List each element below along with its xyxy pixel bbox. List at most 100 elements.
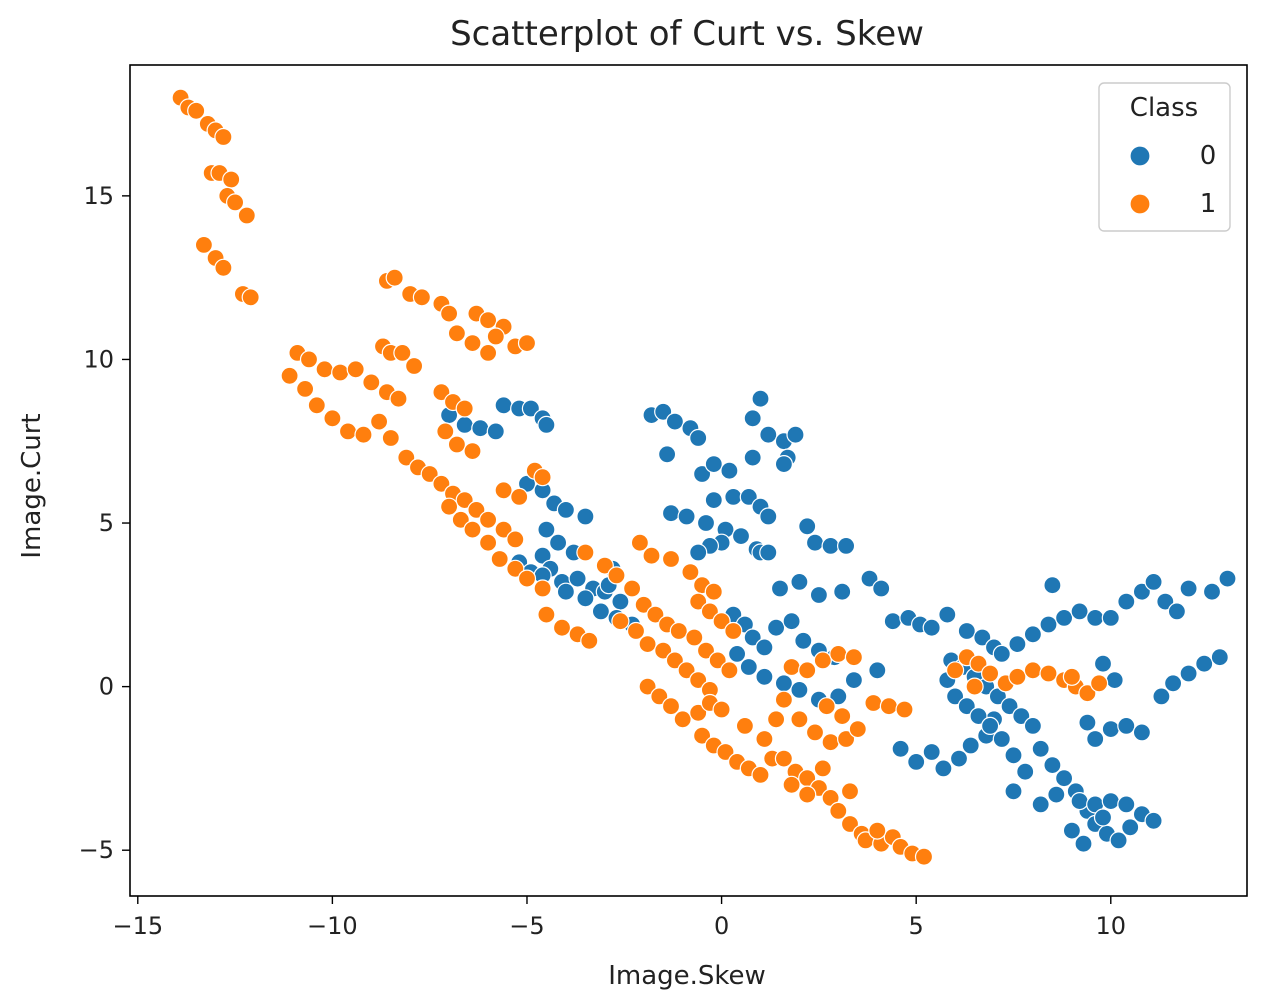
point-class-0 (1086, 608, 1105, 628)
point-class-1 (755, 729, 774, 749)
point-class-1 (720, 661, 739, 680)
point-class-0 (1117, 795, 1136, 814)
point-class-1 (895, 700, 914, 719)
point-class-0 (1195, 654, 1214, 673)
point-class-1 (463, 442, 482, 461)
point-class-1 (537, 605, 556, 624)
point-class-0 (766, 618, 786, 637)
point-class-1 (712, 612, 731, 631)
point-class-0 (938, 605, 957, 624)
point-class-1 (654, 641, 673, 660)
point-class-1 (315, 360, 334, 379)
point-class-1 (630, 533, 650, 552)
point-class-1 (1062, 667, 1082, 686)
point-class-1 (665, 651, 685, 670)
y-tick-label: 0 (99, 673, 114, 701)
point-class-0 (833, 582, 852, 601)
point-class-0 (755, 667, 774, 686)
point-class-1 (397, 448, 416, 467)
point-class-1 (533, 579, 552, 598)
point-class-0 (957, 697, 976, 716)
point-class-0 (1031, 795, 1050, 814)
point-class-1 (479, 343, 498, 362)
point-class-0 (739, 657, 758, 677)
point-class-1 (440, 497, 459, 516)
point-class-1 (646, 605, 665, 624)
point-class-1 (813, 651, 832, 670)
point-class-0 (755, 638, 774, 657)
point-class-1 (405, 356, 424, 376)
point-class-0 (689, 428, 708, 448)
point-class-1 (432, 383, 451, 402)
point-class-0 (611, 592, 630, 611)
legend-label-0: 0 (1200, 141, 1217, 171)
point-class-1 (506, 559, 525, 578)
point-class-1 (486, 327, 505, 346)
point-class-0 (1144, 811, 1163, 830)
point-class-1 (669, 621, 688, 641)
point-class-0 (836, 536, 856, 556)
legend: Class 0 1 (1098, 82, 1231, 232)
x-axis: −15 −10 −5 0 5 10 (112, 896, 1126, 940)
point-class-1 (222, 170, 241, 189)
point-class-1 (774, 690, 794, 709)
point-class-1 (864, 693, 883, 713)
point-class-0 (1008, 634, 1027, 654)
point-class-0 (1101, 608, 1120, 628)
point-class-0 (1210, 648, 1229, 667)
point-class-1 (685, 628, 704, 647)
points-layer (171, 88, 1237, 866)
point-class-0 (961, 736, 980, 755)
point-class-0 (556, 500, 576, 519)
point-class-0 (1086, 729, 1105, 749)
point-class-1 (673, 710, 692, 729)
point-class-1 (346, 360, 365, 379)
point-class-1 (214, 258, 233, 277)
point-class-1 (494, 520, 513, 539)
point-class-1 (494, 481, 513, 500)
point-class-0 (537, 520, 556, 539)
point-class-0 (770, 579, 790, 598)
point-class-0 (486, 422, 505, 441)
point-class-0 (829, 687, 848, 706)
point-class-0 (798, 517, 817, 536)
point-class-1 (661, 549, 681, 569)
point-class-0 (809, 585, 829, 605)
point-class-0 (591, 602, 611, 621)
y-axis-label: Image.Curt (17, 413, 47, 558)
point-class-0 (759, 507, 778, 526)
point-class-1 (805, 723, 825, 742)
point-class-1 (700, 602, 720, 621)
point-class-1 (1089, 674, 1109, 693)
chart-title: Scatterplot of Curt vs. Skew (450, 14, 924, 54)
point-class-1 (1023, 661, 1043, 680)
point-class-1 (1078, 684, 1097, 703)
point-class-0 (727, 644, 747, 664)
point-class-0 (576, 589, 595, 608)
point-class-0 (1039, 615, 1058, 634)
point-class-1 (829, 644, 848, 664)
point-class-0 (677, 507, 696, 526)
point-class-1 (879, 697, 899, 716)
point-class-0 (521, 399, 541, 418)
point-class-1 (455, 491, 474, 510)
point-class-1 (840, 782, 860, 801)
point-class-0 (692, 464, 712, 484)
legend-marker-1 (1129, 193, 1151, 215)
y-tick-label: 5 (99, 509, 114, 537)
point-class-0 (973, 628, 992, 647)
point-class-0 (759, 425, 778, 444)
point-class-0 (794, 631, 813, 650)
point-class-1 (362, 373, 381, 392)
point-class-1 (517, 334, 537, 353)
point-class-1 (451, 510, 470, 529)
point-class-1 (467, 500, 486, 519)
point-class-0 (891, 739, 910, 758)
x-tick-label: −15 (112, 912, 163, 940)
point-class-1 (354, 425, 373, 444)
point-class-1 (724, 621, 743, 641)
point-class-1 (638, 677, 657, 696)
point-class-0 (1179, 664, 1198, 683)
point-class-1 (436, 422, 455, 441)
